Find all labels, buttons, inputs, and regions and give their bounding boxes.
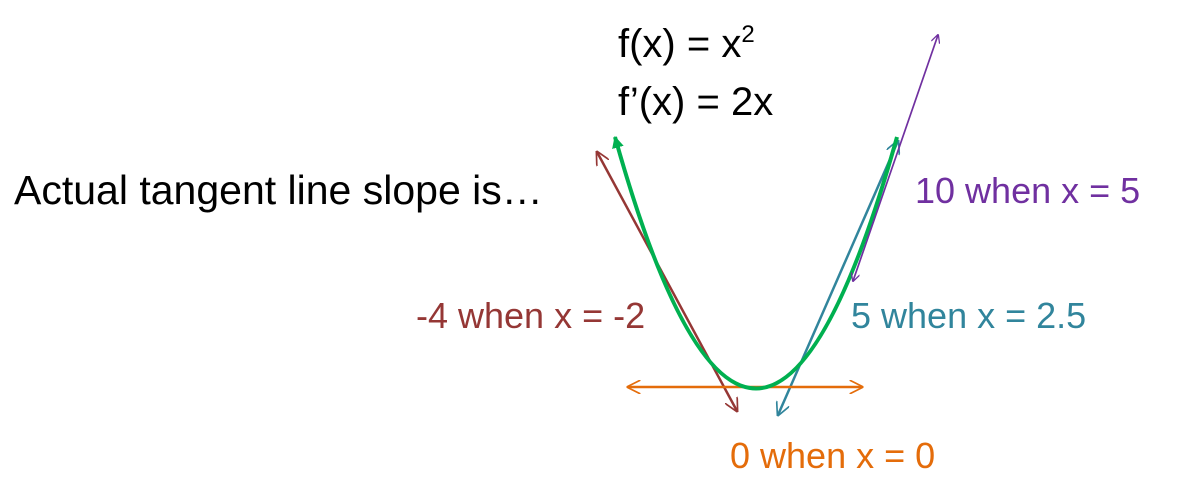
parabola-curve (612, 135, 899, 391)
tangent-line-x-neg2 (597, 152, 737, 411)
slope-label-x-0: 0 when x = 0 (730, 435, 936, 476)
slope-heading: Actual tangent line slope is… (14, 167, 543, 213)
derivative-equation: f’(x) = 2x (618, 80, 774, 124)
function-equation: f(x) = x2 (618, 21, 755, 66)
tangent-line-x-5 (853, 35, 938, 281)
function-equation-base: f(x) = x (618, 22, 742, 66)
function-exponent: 2 (741, 21, 755, 48)
tangent-line-x-2p5 (778, 141, 898, 415)
slope-label-x-2p5: 5 when x = 2.5 (851, 295, 1087, 336)
slope-label-x-neg2: -4 when x = -2 (416, 295, 646, 336)
slope-label-x-5: 10 when x = 5 (915, 170, 1141, 211)
